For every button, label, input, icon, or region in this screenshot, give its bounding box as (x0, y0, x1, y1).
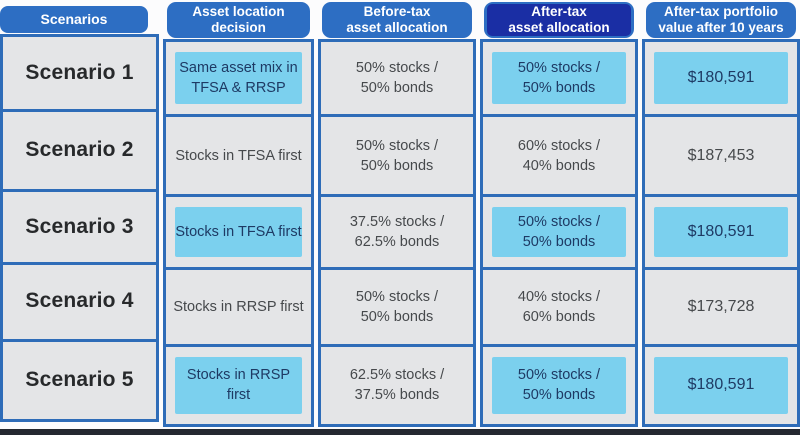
header-tab-label: Asset location decision (192, 4, 285, 35)
table-cell-before-tax-asset-allocation-row-2: 50% stocks / 50% bonds (321, 114, 473, 194)
table-cell-before-tax-asset-allocation-row-4: 50% stocks / 50% bonds (321, 266, 473, 344)
highlight-box: $180,591 (654, 52, 788, 105)
cell-text: Same asset mix in TFSA & RRSP (179, 60, 298, 97)
cell-text: 62.5% stocks / 37.5% bonds (349, 367, 445, 404)
table-cell-scenarios-row-4: Scenario 4 (3, 261, 156, 339)
header-tab-label: After-tax portfolio value after 10 years (658, 4, 784, 35)
table-cell-before-tax-asset-allocation-row-3: 37.5% stocks / 62.5% bonds (321, 194, 473, 266)
table-cell-before-tax-asset-allocation-row-5: 62.5% stocks / 37.5% bonds (321, 343, 473, 424)
column-asset-location-decision: Asset location decision Same asset mix in… (163, 2, 314, 427)
column-after-tax-portfolio-value: After-tax portfolio value after 10 years… (642, 2, 800, 427)
table-cell-after-tax-portfolio-value-row-3: $180,591 (645, 194, 797, 266)
cell-text: Stocks in RRSP first (186, 367, 291, 404)
header-tab-before-tax-asset-allocation: Before-tax asset allocation (322, 2, 472, 38)
table-cell-after-tax-asset-allocation-row-2: 60% stocks / 40% bonds (483, 114, 635, 194)
highlight-box: $180,591 (654, 356, 788, 414)
highlight-box: Stocks in RRSP first (175, 356, 302, 414)
column-after-tax-asset-allocation: After-tax asset allocation 50% stocks / 5… (480, 2, 638, 427)
header-tab-label: After-tax asset allocation (487, 4, 631, 36)
header-tab-after-tax-portfolio-value: After-tax portfolio value after 10 years (646, 2, 796, 38)
table-cell-asset-location-decision-row-2: Stocks in TFSA first (166, 114, 311, 194)
cell-text: $187,453 (687, 146, 755, 164)
table-cell-scenarios-row-5: Scenario 5 (3, 338, 156, 419)
cell-text: Stocks in TFSA first (175, 224, 302, 241)
header-tab-scenarios: Scenarios (0, 6, 148, 33)
table-cell-asset-location-decision-row-3: Stocks in TFSA first (166, 194, 311, 266)
table-cell-after-tax-asset-allocation-row-3: 50% stocks / 50% bonds (483, 194, 635, 266)
cell-text: Scenario 3 (25, 214, 134, 238)
cell-text: 37.5% stocks / 62.5% bonds (349, 214, 445, 251)
highlight-box: 50% stocks / 50% bonds (492, 52, 626, 105)
table-cell-after-tax-portfolio-value-row-1: $180,591 (645, 42, 797, 114)
bottom-edge-bar (0, 429, 800, 435)
cell-text: 50% stocks / 50% bonds (355, 137, 439, 174)
column-body-before-tax-asset-allocation: 50% stocks / 50% bonds 50% stocks / 50% b… (318, 39, 476, 427)
cell-text: 60% stocks / 40% bonds (517, 137, 601, 174)
table-cell-after-tax-portfolio-value-row-5: $180,591 (645, 343, 797, 424)
cell-text: Scenario 4 (25, 289, 134, 313)
table-cell-after-tax-portfolio-value-row-2: $187,453 (645, 114, 797, 194)
cell-text: 50% stocks / 50% bonds (517, 60, 601, 97)
cell-text: Stocks in RRSP first (173, 298, 304, 315)
table-cell-asset-location-decision-row-5: Stocks in RRSP first (166, 343, 311, 424)
cell-text: Stocks in TFSA first (175, 147, 302, 164)
cell-text: 50% stocks / 50% bonds (355, 60, 439, 97)
table-cell-after-tax-asset-allocation-row-5: 50% stocks / 50% bonds (483, 343, 635, 424)
table-cell-scenarios-row-1: Scenario 1 (3, 37, 156, 109)
table-cell-asset-location-decision-row-4: Stocks in RRSP first (166, 266, 311, 344)
cell-text: 50% stocks / 50% bonds (355, 288, 439, 325)
highlight-box: 50% stocks / 50% bonds (492, 356, 626, 414)
highlight-box: Stocks in TFSA first (175, 207, 302, 257)
header-tab-label: Scenarios (40, 11, 108, 28)
table-cell-scenarios-row-3: Scenario 3 (3, 189, 156, 261)
cell-text: 40% stocks / 60% bonds (517, 288, 601, 325)
table-cell-after-tax-asset-allocation-row-1: 50% stocks / 50% bonds (483, 42, 635, 114)
header-tab-asset-location-decision: Asset location decision (167, 2, 310, 38)
cell-text: $180,591 (687, 69, 755, 87)
column-body-after-tax-asset-allocation: 50% stocks / 50% bonds 60% stocks / 40% b… (480, 39, 638, 427)
highlight-box: Same asset mix in TFSA & RRSP (175, 52, 302, 105)
header-tab-after-tax-asset-allocation: After-tax asset allocation (484, 2, 634, 38)
table-cell-after-tax-portfolio-value-row-4: $173,728 (645, 266, 797, 344)
cell-text: $180,591 (687, 376, 755, 394)
column-body-asset-location-decision: Same asset mix in TFSA & RRSP Stocks in T… (163, 39, 314, 427)
table-cell-before-tax-asset-allocation-row-1: 50% stocks / 50% bonds (321, 42, 473, 114)
column-body-after-tax-portfolio-value: $180,591 $187,453 $180,591 $173,728 $180,591 (642, 39, 800, 427)
cell-text: Scenario 2 (25, 138, 134, 162)
column-before-tax-asset-allocation: Before-tax asset allocation 50% stocks / … (318, 2, 476, 427)
header-tab-label: Before-tax asset allocation (346, 4, 448, 35)
highlight-box: 50% stocks / 50% bonds (492, 207, 626, 257)
table-cell-scenarios-row-2: Scenario 2 (3, 109, 156, 189)
cell-text: 50% stocks / 50% bonds (517, 367, 601, 404)
table-cell-asset-location-decision-row-1: Same asset mix in TFSA & RRSP (166, 42, 311, 114)
column-body-scenarios: Scenario 1 Scenario 2 Scenario 3 Scenario 4… (0, 34, 159, 422)
cell-text: $180,591 (687, 223, 755, 240)
cell-text: 50% stocks / 50% bonds (517, 214, 601, 251)
cell-text: $173,728 (687, 297, 755, 315)
table-cell-after-tax-asset-allocation-row-4: 40% stocks / 60% bonds (483, 266, 635, 344)
highlight-box: $180,591 (654, 207, 788, 257)
cell-text: Scenario 1 (25, 60, 134, 84)
cell-text: Scenario 5 (25, 367, 134, 391)
